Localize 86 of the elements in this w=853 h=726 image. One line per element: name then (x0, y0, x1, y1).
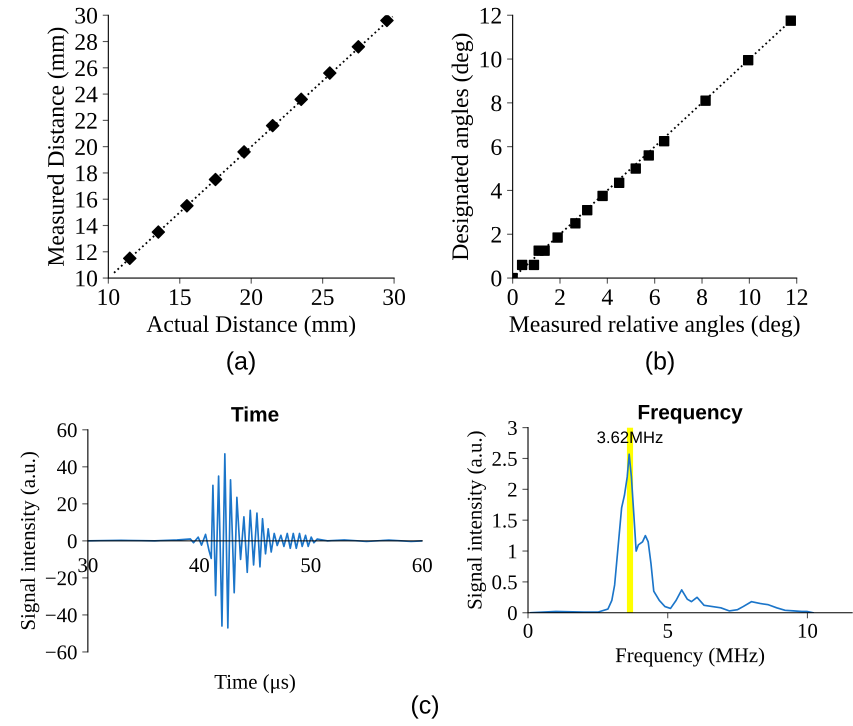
y-tick-label: 22 (75, 112, 97, 129)
point (380, 15, 394, 28)
x-tick-label: 10 (798, 624, 818, 638)
point (552, 232, 563, 243)
y-tick-label: 20 (75, 139, 98, 156)
y-tick-label: 2.5 (492, 452, 517, 466)
x-tick-label: 10 (98, 289, 120, 306)
x-tick-label: 8 (697, 289, 708, 306)
x-tick-label: 25 (312, 289, 334, 306)
point (266, 118, 280, 132)
y-tick-label: −40 (46, 608, 77, 622)
x-tick-label: 5 (664, 624, 672, 638)
y-tick-label: 0 (508, 606, 517, 620)
point (630, 163, 641, 174)
x-tick-label: 2 (555, 289, 565, 305)
y-tick-label: 14 (76, 218, 98, 234)
y-tick-label: 0.5 (492, 575, 517, 590)
y-tick-label: 10 (480, 52, 502, 68)
y-tick-label: 24 (75, 86, 98, 102)
y-tick-label: 0 (491, 270, 502, 286)
y-tick-label: 12 (76, 244, 97, 260)
x-tick-label: 20 (240, 289, 262, 306)
point (180, 199, 194, 213)
x-tick-label: 40 (189, 558, 209, 572)
point (528, 260, 540, 270)
y-tick-label: 2 (491, 226, 501, 242)
y-tick-label: 26 (75, 60, 98, 76)
text: (c) (412, 695, 438, 719)
x-tick-label: 50 (302, 558, 320, 572)
y-tick-label: 20 (58, 497, 77, 512)
y-tick-label: 6 (491, 139, 502, 156)
y-axis-title: Signal intensity (a.u.) (467, 431, 486, 608)
y-tick-label: 12 (480, 8, 501, 24)
y-tick-label: 30 (75, 8, 98, 24)
x-axis-title: Measured relative angles (deg) (509, 315, 800, 337)
chart-title: Frequency (638, 404, 743, 424)
point (614, 178, 624, 188)
x-tick-label: 30 (383, 289, 405, 306)
y-tick-label: 18 (76, 165, 98, 182)
y-tick-label: 1.5 (493, 514, 517, 528)
chart-title: Time (231, 406, 278, 422)
point (742, 54, 754, 66)
point (323, 66, 337, 80)
x-axis-title: Actual Distance (mm) (146, 315, 356, 337)
y-axis-title: Measured Distance (mm) (47, 28, 69, 266)
x-tick-label: 6 (650, 289, 660, 306)
y-tick-label: 40 (57, 460, 77, 474)
y-tick-label: 1 (509, 544, 516, 558)
text: (b) (646, 351, 674, 375)
point (539, 245, 550, 256)
y-tick-label: 4 (490, 183, 502, 199)
y-tick-label: 60 (58, 423, 77, 438)
point (582, 204, 592, 216)
point (658, 136, 670, 146)
x-tick-label: 10 (740, 289, 760, 306)
point (352, 40, 366, 54)
x-tick-label: 15 (170, 289, 191, 306)
text: (a) (227, 351, 255, 375)
y-tick-label: 2 (508, 482, 516, 497)
point (570, 218, 581, 228)
point (786, 16, 796, 26)
point (294, 92, 308, 106)
y-tick-label: 8 (491, 95, 502, 112)
y-tick-label: −60 (46, 645, 77, 660)
y-tick-label: 28 (75, 34, 98, 50)
y-tick-label: 3 (508, 421, 517, 436)
y-tick-label: 16 (76, 192, 98, 208)
x-tick-label: 0 (524, 624, 532, 638)
point (123, 252, 137, 266)
point (237, 145, 251, 159)
point (516, 260, 528, 270)
x-tick-label: 60 (412, 558, 432, 572)
point (700, 95, 711, 106)
y-axis-title: Designated angles (deg) (452, 34, 474, 260)
y-tick-label: 10 (76, 270, 98, 286)
point (597, 190, 608, 202)
y-tick-label: −20 (46, 571, 77, 586)
x-axis-title: Frequency (MHz) (616, 648, 764, 667)
point (644, 150, 654, 161)
point (208, 172, 222, 186)
x-axis-title: Time (μs) (214, 674, 295, 694)
x-tick-label: 12 (786, 289, 808, 305)
point (152, 225, 166, 239)
x-tick-label: 4 (602, 289, 613, 305)
y-axis-title: Signal intensity (a.u.) (20, 452, 40, 630)
y-tick-label: 0 (68, 534, 77, 548)
